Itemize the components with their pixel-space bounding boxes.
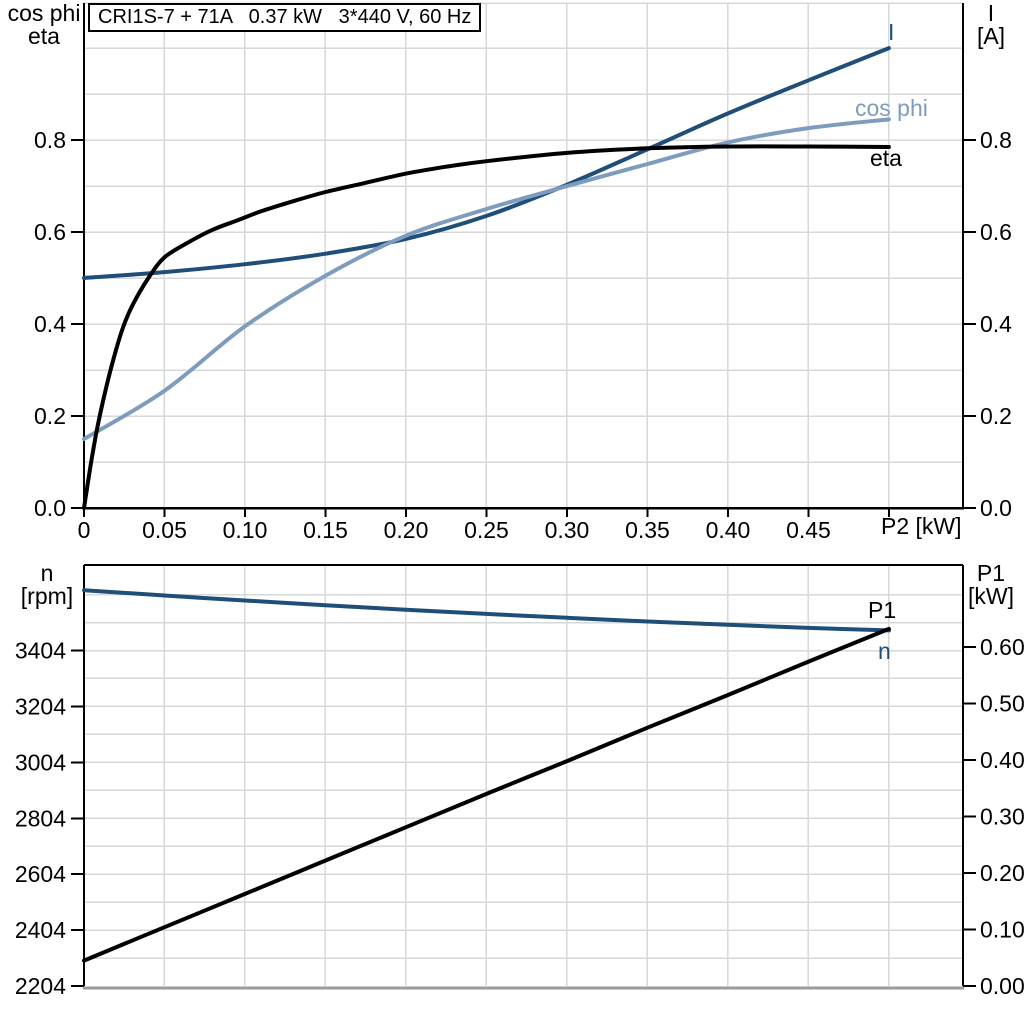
axis-title-p1: P1 — [976, 560, 1006, 586]
curve-cos-phi — [82, 117, 891, 441]
axis-title-current-unit: [A] — [976, 23, 1006, 49]
top-x-tick-label: 0.15 — [303, 517, 348, 543]
top-x-tick-label: 0.10 — [223, 517, 268, 543]
bottom-left-tick-label: 2604 — [15, 861, 66, 887]
top-right-tick-label: 0.2 — [980, 403, 1012, 429]
curve-I — [82, 46, 891, 280]
top-x-tick-label: 0.05 — [142, 517, 187, 543]
bottom-right-tick-label: 0.20 — [980, 860, 1024, 886]
curve-label-cos-phi: cos phi — [855, 95, 928, 121]
top-left-tick-label: 0.4 — [34, 311, 66, 337]
axis-title-speed-unit: [rpm] — [20, 583, 74, 609]
curve-n — [82, 588, 891, 633]
top-left-tick-label: 0.8 — [34, 127, 66, 153]
bottom-left-tick-label: 3204 — [15, 693, 66, 719]
bottom-left-tick-label: 2204 — [15, 973, 66, 999]
bottom-left-axis-title: n [rpm] — [8, 562, 86, 608]
top-x-tick-label: 0.30 — [545, 517, 590, 543]
bottom-left-tick-label: 2804 — [15, 805, 66, 831]
curve-eta — [82, 144, 891, 510]
top-right-tick-label: 0.4 — [980, 311, 1012, 337]
axis-title-cos-phi: cos phi — [7, 0, 81, 26]
axis-title-p1-unit: [kW] — [968, 583, 1014, 609]
bottom-left-tick-label: 3004 — [15, 749, 66, 775]
curve-P1 — [82, 626, 891, 963]
axis-title-eta: eta — [28, 23, 60, 49]
bottom-right-tick-label: 0.10 — [980, 916, 1024, 942]
top-right-tick-label: 0.6 — [980, 219, 1012, 245]
top-x-tick-label: 0 — [78, 517, 91, 543]
top-right-axis-title: I [A] — [960, 2, 1022, 48]
bottom-right-tick-label: 0.50 — [980, 690, 1024, 716]
top-right-tick-label: 0.8 — [980, 127, 1012, 153]
bottom-right-tick-label: 0.00 — [980, 973, 1024, 999]
bottom-right-axis-title: P1 [kW] — [958, 562, 1024, 608]
curve-label-eta: eta — [870, 145, 902, 171]
bottom-right-tick-label: 0.30 — [980, 803, 1024, 829]
top-left-tick-label: 0.6 — [34, 219, 66, 245]
top-right-tick-label: 0.0 — [980, 495, 1012, 521]
bottom-left-tick-label: 2404 — [15, 917, 66, 943]
top-left-axis-title: cos phi eta — [4, 2, 84, 48]
bottom-right-tick-label: 0.40 — [980, 747, 1024, 773]
top-left-tick-label: 0.0 — [34, 495, 66, 521]
curve-label-n: n — [878, 638, 891, 664]
chart-title-box: CRI1S-7 + 71A 0.37 kW 3*440 V, 60 Hz — [88, 3, 482, 32]
x-axis-title: P2 [kW] — [881, 513, 962, 539]
top-x-tick-label: 0.40 — [706, 517, 751, 543]
bottom-left-tick-label: 3404 — [15, 638, 66, 664]
top-x-tick-label: 0.25 — [464, 517, 509, 543]
top-x-tick-label: 0.45 — [786, 517, 831, 543]
top-left-tick-label: 0.2 — [34, 403, 66, 429]
top-x-tick-label: 0.35 — [625, 517, 670, 543]
axis-title-speed: n — [40, 560, 54, 586]
curve-label-p1: P1 — [868, 597, 897, 623]
axis-title-current: I — [987, 0, 995, 26]
bottom-right-tick-label: 0.60 — [980, 634, 1024, 660]
curve-label-current: I — [888, 19, 895, 45]
top-x-tick-label: 0.20 — [384, 517, 429, 543]
